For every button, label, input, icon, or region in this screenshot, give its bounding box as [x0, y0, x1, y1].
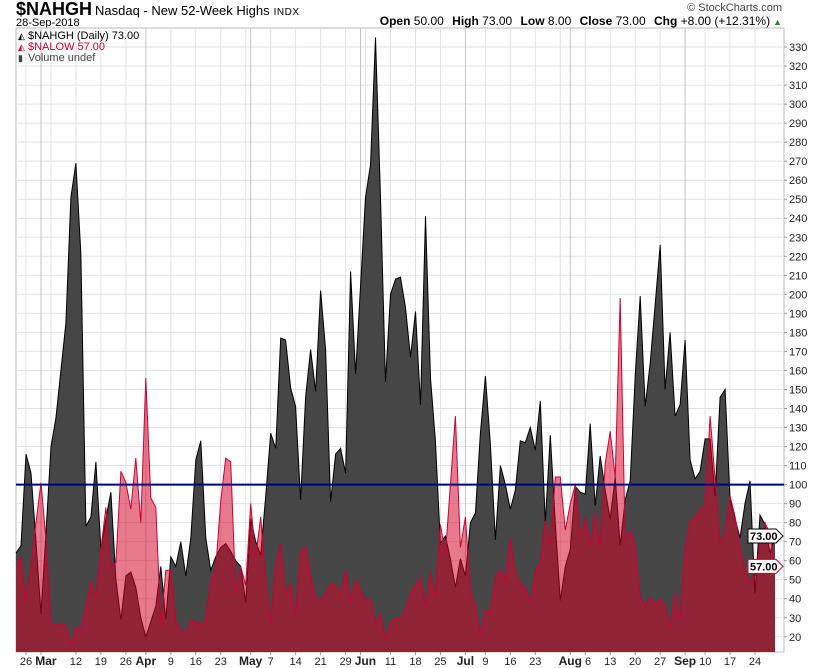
y-tick-label: 260: [789, 175, 807, 187]
x-tick-label: 23: [215, 656, 227, 668]
x-tick-label: 14: [290, 656, 302, 668]
y-tick-label: 40: [789, 594, 801, 606]
x-tick-label: Aug: [559, 654, 582, 668]
last-value-label: 57.00: [750, 561, 778, 573]
series-area-nalow: [16, 298, 775, 652]
legend: ◭ $NAHGH (Daily) 73.00 ◭ $NALOW 57.00 ▮ Vol…: [18, 31, 139, 64]
ohlc-summary: Open 50.00 High 73.00 Low 8.00 Close 73.…: [375, 15, 782, 29]
y-tick-label: 330: [789, 42, 807, 54]
x-tick-label: 6: [585, 656, 591, 668]
x-tick-label: 16: [504, 656, 516, 668]
bar-chart-icon: ▮: [18, 53, 23, 63]
x-tick-label: 10: [699, 656, 711, 668]
last-value-badge: [747, 558, 784, 574]
x-tick-label: 11: [385, 656, 396, 668]
y-tick-label: 140: [789, 403, 807, 415]
x-tick-label: Apr: [135, 654, 156, 668]
legend-item-volume: ▮ Volume undef: [18, 52, 96, 64]
open-label: Open: [379, 14, 411, 28]
y-tick-label: 170: [789, 346, 807, 358]
y-tick-label: 300: [789, 99, 807, 111]
y-tick-label: 280: [789, 137, 807, 149]
close-value: 73.00: [615, 14, 646, 28]
open-value: 50.00: [413, 14, 444, 28]
x-tick-label: Jun: [355, 654, 376, 668]
x-tick-label: 16: [190, 656, 202, 668]
y-tick-label: 220: [789, 251, 807, 263]
y-tick-label: 290: [789, 118, 807, 130]
x-tick-label: 18: [409, 656, 421, 668]
y-tick-label: 120: [789, 442, 807, 454]
symbol-description: Nasdaq - New 52-Week Highs: [95, 3, 270, 18]
y-tick-label: 90: [789, 499, 801, 511]
y-tick-label: 100: [789, 480, 807, 492]
x-tick-label: 27: [654, 656, 666, 668]
y-tick-label: 30: [789, 613, 801, 625]
close-label: Close: [579, 14, 613, 28]
y-tick-label: 200: [789, 289, 807, 301]
x-tick-label: May: [239, 654, 263, 668]
area-chart-icon: ◭: [18, 31, 25, 41]
y-tick-label: 60: [789, 556, 801, 568]
chg-value: +8.00 (+12.31%): [680, 14, 771, 28]
x-tick-label: 21: [314, 656, 326, 668]
exchange: INDX: [273, 7, 300, 18]
y-tick-label: 180: [789, 327, 807, 339]
y-tick-label: 20: [789, 632, 801, 644]
x-tick-label: 25: [434, 656, 446, 668]
low-label: Low: [520, 14, 545, 28]
low-value: 8.00: [547, 14, 572, 28]
x-tick-label: Jul: [457, 654, 474, 668]
y-tick-label: 50: [789, 575, 801, 587]
last-value-label: 73.00: [750, 531, 778, 543]
x-tick-label: Sep: [674, 654, 696, 668]
y-tick-label: 190: [789, 308, 807, 320]
area-chart-icon: ◭: [18, 42, 25, 52]
y-tick-label: 240: [789, 213, 807, 225]
symbol: $NAHGH: [16, 0, 93, 19]
y-tick-label: 230: [789, 232, 807, 244]
y-tick-label: 160: [789, 365, 807, 377]
chg-label: Chg: [654, 14, 678, 28]
last-value-badge: [747, 528, 784, 544]
y-tick-label: 110: [789, 461, 807, 473]
y-tick-label: 310: [789, 80, 807, 92]
x-tick-label: 9: [482, 656, 488, 668]
chart-date: 28-Sep-2018: [16, 17, 80, 29]
y-tick-label: 150: [789, 384, 807, 396]
x-tick-label: 12: [70, 656, 82, 668]
chart-title: $NAHGH Nasdaq - New 52-Week Highs INDX: [16, 0, 300, 18]
x-tick-label: 26: [120, 656, 132, 668]
x-tick-label: 13: [604, 656, 616, 668]
x-tick-label: 20: [629, 656, 641, 668]
y-tick-label: 210: [789, 270, 807, 282]
y-tick-label: 250: [789, 194, 807, 206]
x-tick-label: 17: [724, 656, 736, 668]
y-tick-label: 130: [789, 423, 807, 435]
y-tick-label: 320: [789, 61, 807, 73]
x-tick-label: 24: [749, 656, 761, 668]
x-tick-label: 29: [339, 656, 351, 668]
high-label: High: [452, 14, 479, 28]
y-tick-label: 80: [789, 518, 801, 530]
y-tick-label: 270: [789, 156, 807, 168]
high-value: 73.00: [482, 14, 513, 28]
x-tick-label: 7: [268, 656, 274, 668]
triangle-up-icon: ▲: [773, 17, 782, 27]
series-line-nalow: [15, 298, 776, 647]
legend-item-nahgh: ◭ $NAHGH (Daily) 73.00: [18, 30, 140, 42]
series-area-nahgh: [16, 37, 775, 652]
x-tick-label: 26: [20, 656, 32, 668]
x-tick-label: Mar: [35, 654, 57, 668]
y-tick-label: 70: [789, 537, 801, 549]
x-tick-label: 9: [168, 656, 174, 668]
x-tick-label: 19: [95, 656, 107, 668]
copyright: © StockCharts.com: [687, 2, 782, 14]
x-tick-label: 23: [529, 656, 541, 668]
legend-item-nalow: ◭ $NALOW 57.00: [18, 41, 106, 53]
